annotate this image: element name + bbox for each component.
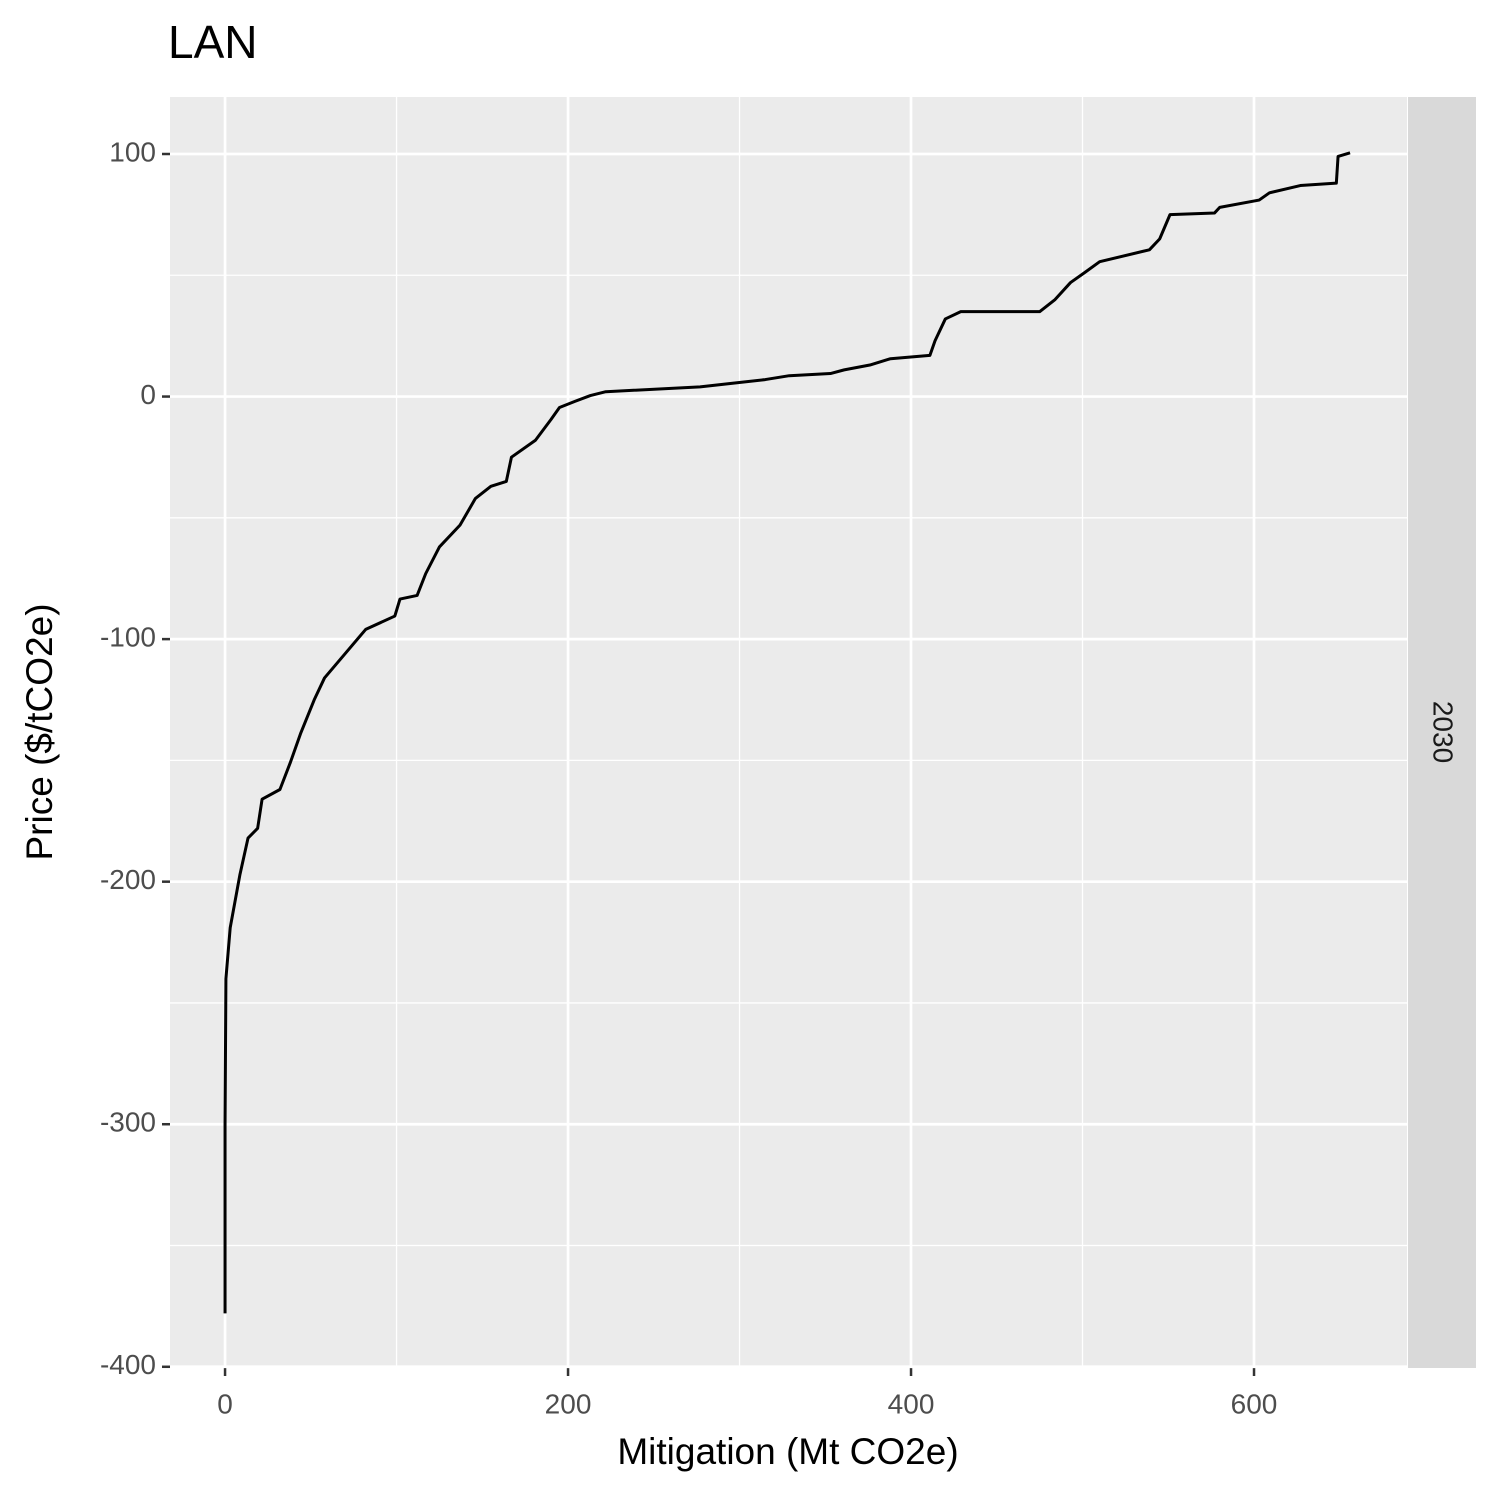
x-tick-label: 0 [217, 1388, 233, 1419]
y-axis-title: Price ($/tCO2e) [19, 603, 60, 860]
x-axis-title: Mitigation (Mt CO2e) [617, 1431, 958, 1472]
x-tick-label: 200 [545, 1388, 592, 1419]
y-tick-label: 100 [109, 136, 156, 167]
y-tick-label: -100 [100, 622, 156, 653]
panel [170, 97, 1407, 1368]
x-tick-label: 600 [1231, 1388, 1278, 1419]
facet-label: 2030 [1428, 701, 1459, 763]
y-tick-label: 0 [140, 379, 156, 410]
line [223, 151, 1351, 1314]
facet-strip [1408, 97, 1476, 1368]
chart-title: LAN [168, 16, 257, 68]
y-tick-label: -200 [100, 864, 156, 895]
y-tick-label: -400 [100, 1349, 156, 1380]
y-tick-label: -300 [100, 1107, 156, 1138]
x-tick-label: 400 [888, 1388, 935, 1419]
